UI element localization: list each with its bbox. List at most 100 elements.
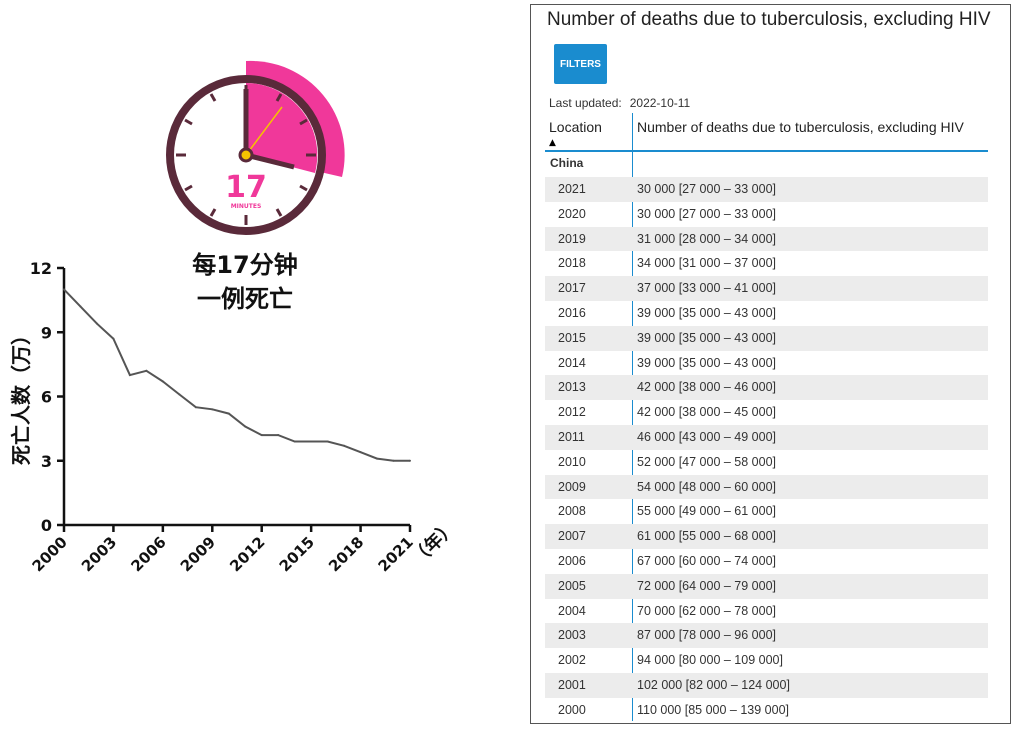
row-value: 46 000 [43 000 – 49 000]	[637, 429, 777, 444]
x-tick-label: 2000	[29, 533, 71, 575]
data-point	[310, 440, 313, 443]
group-label: China	[550, 156, 584, 170]
row-value: 55 000 [49 000 – 61 000]	[637, 504, 777, 519]
data-point	[211, 408, 214, 411]
row-value: 30 000 [27 000 – 33 000]	[637, 182, 777, 196]
clock-highlight-sector	[246, 83, 318, 173]
data-point	[326, 440, 329, 443]
x-tick-label: 2006	[127, 533, 169, 575]
row-value: 39 000 [35 000 – 43 000]	[637, 355, 777, 370]
data-point	[227, 412, 230, 415]
row-year: 2019	[558, 231, 586, 246]
last-updated-label: Last updated:	[549, 96, 622, 110]
clock-ticks	[176, 85, 316, 225]
y-axis-label: 死亡人数（万）	[9, 325, 33, 465]
row-year: 2016	[558, 305, 586, 320]
table-row: 2007 61 000 [55 000 – 68 000]	[545, 524, 988, 549]
row-value: 42 000 [38 000 – 45 000]	[637, 405, 777, 420]
x-tick-label: 2003	[78, 533, 120, 575]
y-tick-label: 6	[41, 388, 52, 407]
table-row: 2015 39 000 [35 000 – 43 000]	[545, 325, 988, 351]
table-row: 2002 94 000 [80 000 – 109 000]	[545, 648, 988, 673]
data-point	[95, 322, 98, 325]
row-value: 37 000 [33 000 – 41 000]	[637, 281, 777, 296]
clock-caption-line2: 一例死亡	[197, 285, 293, 313]
table-row: 2006 67 000 [60 000 – 74 000]	[545, 549, 988, 574]
row-value: 54 000 [48 000 – 60 000]	[637, 479, 777, 494]
x-tick-label: 2015	[276, 533, 318, 575]
table-row: 2010 52 000 [47 000 – 58 000]	[545, 450, 988, 475]
column-header-location[interactable]: Location	[549, 119, 602, 135]
row-value: 61 000 [55 000 – 68 000]	[637, 529, 777, 544]
data-point	[161, 380, 164, 383]
data-point	[260, 434, 263, 437]
data-point	[194, 406, 197, 409]
x-axis-unit: （年）	[407, 516, 461, 570]
row-year: 2021	[558, 182, 586, 196]
row-year: 2004	[558, 603, 586, 618]
clock-number: 17	[225, 170, 267, 205]
y-tick-label: 3	[41, 452, 52, 471]
clock-caption-line1: 每17分钟	[192, 251, 298, 279]
x-tick-label: 2009	[177, 533, 219, 575]
row-value: 30 000 [27 000 – 33 000]	[637, 206, 777, 221]
row-value: 39 000 [35 000 – 43 000]	[637, 330, 777, 345]
panel-title: Number of deaths due to tuberculosis, ex…	[547, 9, 991, 30]
y-tick-label: 12	[30, 259, 52, 278]
row-year: 2005	[558, 578, 586, 593]
data-point	[244, 425, 247, 428]
row-year: 2015	[558, 330, 586, 345]
table-row: 2001 102 000 [82 000 – 124 000]	[545, 672, 988, 698]
table-row: 2014 39 000 [35 000 – 43 000]	[545, 351, 988, 376]
row-value: 110 000 [85 000 – 139 000]	[637, 702, 789, 717]
row-value: 94 000 [80 000 – 109 000]	[637, 653, 783, 668]
last-updated: Last updated: 2022-10-11	[549, 96, 698, 110]
table-row: 2004 70 000 [62 000 – 78 000]	[545, 599, 988, 624]
row-year: 2013	[558, 380, 586, 395]
last-updated-value: 2022-10-11	[629, 96, 691, 110]
row-value: 70 000 [62 000 – 78 000]	[637, 603, 777, 618]
table-row: 2011 46 000 [43 000 – 49 000]	[545, 424, 988, 450]
row-year: 2009	[558, 479, 586, 494]
column-header-value[interactable]: Number of deaths due to tuberculosis, ex…	[637, 119, 964, 135]
data-point	[293, 440, 296, 443]
data-point	[376, 457, 379, 460]
row-year: 2014	[558, 355, 586, 370]
table-row: 2021 30 000 [27 000 – 33 000]	[545, 177, 988, 202]
table-row: 2000 110 000 [85 000 – 139 000]	[545, 698, 988, 723]
y-tick-label: 0	[41, 516, 52, 535]
row-value: 87 000 [78 000 – 96 000]	[637, 628, 777, 643]
row-value: 39 000 [35 000 – 43 000]	[637, 305, 777, 320]
data-point	[359, 451, 362, 454]
row-year: 2001	[558, 677, 586, 692]
table-row: 2003 87 000 [78 000 – 96 000]	[545, 623, 988, 649]
clock-unit: MINUTES	[231, 203, 262, 210]
data-point	[277, 434, 280, 437]
row-year: 2000	[558, 702, 586, 717]
data-point	[112, 337, 115, 340]
row-year: 2020	[558, 206, 586, 221]
filters-button[interactable]: FILTERS	[554, 44, 607, 84]
data-point	[128, 374, 131, 377]
table-row: 2005 72 000 [64 000 – 79 000]	[545, 573, 988, 599]
row-value: 34 000 [31 000 – 37 000]	[637, 256, 777, 271]
data-table-panel: Number of deaths due to tuberculosis, ex…	[530, 4, 1011, 724]
table-row: 2009 54 000 [48 000 – 60 000]	[545, 474, 988, 500]
data-point	[392, 459, 395, 462]
y-tick-label: 9	[41, 323, 52, 342]
data-point	[145, 369, 148, 372]
table-row: 2019 31 000 [28 000 – 34 000]	[545, 226, 988, 252]
table-row: 2020 30 000 [27 000 – 33 000]	[545, 202, 988, 227]
series-line	[63, 288, 410, 462]
row-year: 2003	[558, 628, 586, 643]
row-year: 2008	[558, 504, 586, 519]
row-year: 2006	[558, 553, 586, 568]
column-divider	[632, 113, 633, 721]
row-value: 31 000 [28 000 – 34 000]	[637, 231, 777, 246]
clock-minute-hand	[245, 152, 295, 170]
sort-ascending-icon[interactable]: ▲	[549, 138, 556, 148]
row-year: 2012	[558, 405, 586, 420]
data-point	[343, 444, 346, 447]
row-value: 72 000 [64 000 – 79 000]	[637, 578, 777, 593]
